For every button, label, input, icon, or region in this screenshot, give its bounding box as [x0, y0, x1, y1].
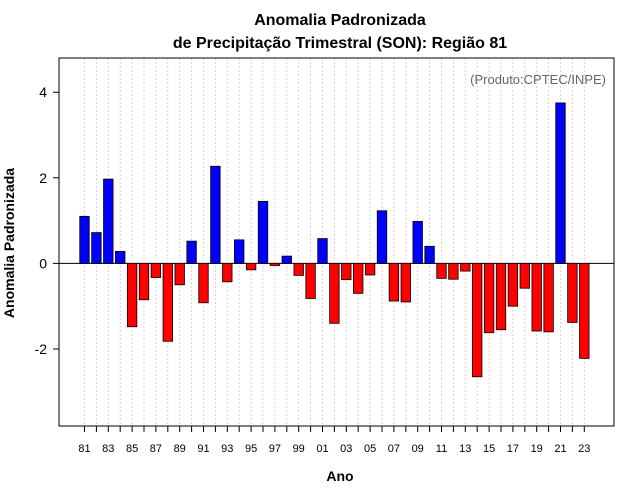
x-tick-label: 95 — [245, 443, 257, 455]
vertical-gridlines — [84, 58, 585, 426]
bar-20 — [543, 262, 554, 333]
bar-15 — [483, 262, 495, 334]
x-tick-label: 21 — [554, 443, 566, 455]
bars — [79, 102, 590, 378]
bar-07 — [388, 262, 400, 302]
bar-17 — [507, 262, 519, 307]
x-tick-label: 15 — [483, 443, 495, 455]
x-tick-label: 19 — [531, 443, 543, 455]
bar-95 — [245, 262, 257, 271]
x-tick-label: 89 — [174, 443, 186, 455]
x-tick-label: 99 — [293, 443, 305, 455]
y-axis: -2 0 2 4 — [35, 84, 59, 357]
bar-04 — [353, 262, 364, 294]
x-tick-label: 17 — [507, 443, 519, 455]
bar-16 — [495, 262, 507, 331]
bar-12 — [448, 262, 459, 280]
bar-82 — [91, 232, 102, 264]
bar-22 — [567, 262, 578, 323]
bar-19 — [531, 262, 542, 332]
bar-05 — [364, 262, 376, 276]
bar-09 — [412, 221, 423, 264]
bar-14 — [472, 262, 483, 378]
bar-83 — [103, 178, 114, 264]
x-tick-label: 11 — [436, 443, 447, 455]
x-tick-label: 23 — [578, 443, 590, 455]
x-tick-label: 81 — [78, 443, 90, 455]
bar-85 — [126, 262, 138, 328]
x-tick-label: 83 — [102, 443, 114, 455]
x-tick-label: 03 — [340, 443, 352, 455]
x-axis: 81 83 85 87 89 91 93 95 97 99 01 03 05 07 09 11 13 15 17 19… — [78, 426, 590, 455]
bar-10 — [424, 245, 435, 264]
bar-86 — [138, 262, 150, 301]
bar-93 — [222, 262, 233, 283]
bar-13 — [460, 262, 471, 272]
bar-18 — [519, 262, 530, 289]
bar-01 — [317, 238, 328, 264]
bar-89 — [174, 262, 185, 286]
bar-03 — [341, 262, 352, 281]
bar-96 — [257, 200, 269, 264]
x-tick-label: 91 — [197, 443, 209, 455]
y-tick-label: 4 — [39, 84, 47, 100]
y-tick-label: 0 — [39, 255, 47, 271]
bar-99 — [293, 262, 304, 276]
x-tick-label: 05 — [364, 443, 376, 455]
bar-87 — [150, 262, 162, 278]
y-tick-label: -2 — [35, 341, 48, 357]
chart-title-line2: de Precipitação Trimestral (SON): Região… — [173, 35, 507, 52]
bar-23 — [579, 262, 590, 359]
y-axis-label: Anomalia Padronizada — [1, 168, 17, 318]
x-tick-label: 85 — [126, 443, 138, 455]
credit-text: (Produto:CPTEC/INPE) — [470, 72, 606, 87]
bar-92 — [210, 165, 221, 264]
bar-90 — [186, 240, 197, 264]
x-axis-label: Ano — [326, 468, 353, 484]
x-tick-label: 97 — [269, 443, 281, 455]
y-tick-label: 2 — [39, 170, 47, 186]
chart-title-line1: Anomalia Padronizada — [254, 12, 426, 29]
plot-frame — [58, 57, 615, 427]
bar-94 — [234, 239, 245, 264]
bar-84 — [115, 251, 126, 264]
x-tick-label: 93 — [221, 443, 233, 455]
bar-02 — [329, 262, 340, 324]
bar-97 — [269, 262, 281, 266]
x-tick-label: 13 — [459, 443, 471, 455]
bar-91 — [198, 262, 209, 304]
bar-00 — [305, 262, 316, 299]
bar-06 — [376, 210, 388, 264]
x-tick-label: 09 — [412, 443, 424, 455]
x-tick-label: 07 — [388, 443, 400, 455]
x-tick-label: 01 — [316, 443, 328, 455]
bar-08 — [400, 262, 411, 303]
bar-98 — [281, 255, 292, 264]
x-tick-label: 87 — [150, 443, 162, 455]
bar-88 — [162, 262, 173, 342]
bar-11 — [436, 262, 447, 279]
bar-81 — [79, 215, 90, 264]
bar-21 — [555, 102, 566, 264]
